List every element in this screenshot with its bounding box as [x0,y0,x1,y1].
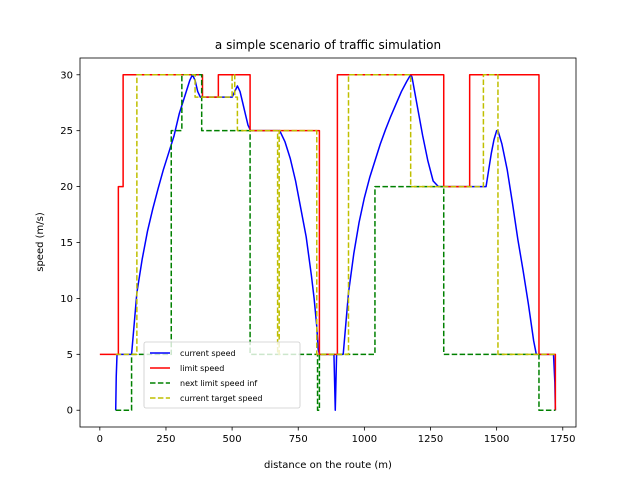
y-tick-label: 0 [67,406,73,417]
y-tick-label: 5 [67,350,73,361]
y-axis-label: speed (m/s) [35,212,46,272]
x-tick-label: 0 [97,434,103,445]
x-axis: 0 250 500 750 1000 1250 1500 1750 [97,427,575,445]
legend-label: limit speed [180,364,224,373]
series-layer [99,74,557,411]
x-tick-label: 1750 [550,434,575,445]
legend-box [143,341,301,409]
x-tick-label: 1500 [484,434,509,445]
chart-title: a simple scenario of traffic simulation [215,38,441,52]
y-tick-label: 15 [60,238,73,249]
y-tick-label: 20 [60,182,73,193]
x-tick-label: 250 [156,434,175,445]
x-tick-label: 750 [289,434,308,445]
x-axis-label: distance on the route (m) [264,460,392,471]
x-tick-label: 1250 [418,434,443,445]
legend-label: current speed [180,349,236,358]
y-tick-label: 25 [60,126,73,137]
y-tick-label: 30 [60,70,73,81]
series-line-current-target-speed [115,74,556,356]
y-axis: 0 5 10 15 20 25 30 [60,70,80,417]
y-tick-label: 10 [60,294,73,305]
x-tick-label: 500 [223,434,242,445]
legend-label: next limit speed inf [180,379,257,388]
legend-label: current target speed [180,394,262,403]
x-tick-label: 1000 [352,434,377,445]
legend: current speed limit speed next limit speed… [143,341,301,409]
